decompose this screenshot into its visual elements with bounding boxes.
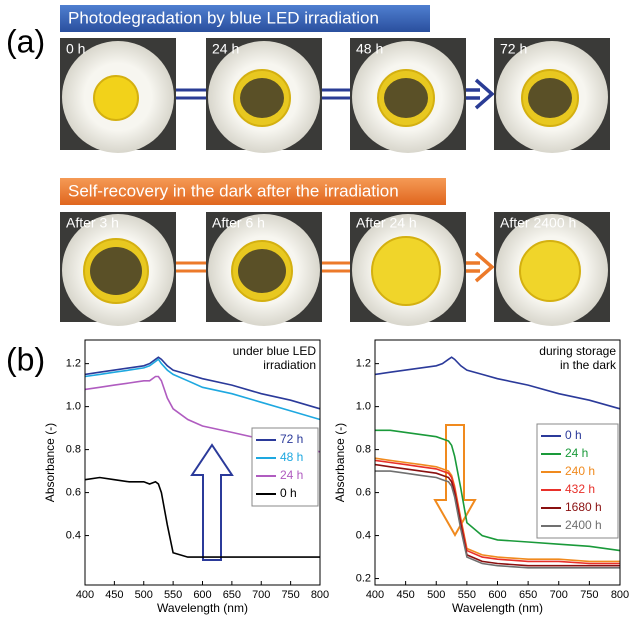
photo-label: 72 h (500, 41, 527, 57)
arrow (466, 253, 492, 281)
legend-label: 0 h (280, 486, 297, 500)
photo-label: 0 h (66, 41, 85, 57)
x-tick-label: 400 (366, 589, 384, 601)
x-tick-label: 450 (396, 589, 414, 601)
x-tick-label: 450 (105, 589, 123, 601)
x-tick-label: 750 (281, 589, 299, 601)
y-tick-label: 1.0 (356, 401, 371, 413)
y-tick-label: 0.6 (66, 486, 81, 498)
photo-label: After 3 h (66, 215, 119, 231)
sample-dark (238, 249, 286, 293)
sample (94, 76, 138, 120)
x-tick-label: 550 (164, 589, 182, 601)
legend-label: 0 h (565, 428, 582, 442)
x-tick-label: 650 (519, 589, 537, 601)
y-tick-label: 1.2 (356, 358, 371, 370)
legend-label: 240 h (565, 464, 595, 478)
x-tick-label: 550 (458, 589, 476, 601)
x-tick-label: 800 (311, 589, 329, 601)
y-tick-label: 0.8 (356, 444, 371, 456)
legend-label: 2400 h (565, 518, 602, 532)
photo-label: 48 h (356, 41, 383, 57)
annotation: in the dark (560, 358, 617, 372)
x-axis-label: Wavelength (nm) (157, 601, 248, 615)
panel-label: (a) (6, 23, 45, 59)
annotation: under blue LED (233, 344, 317, 358)
y-tick-label: 1.0 (66, 401, 81, 413)
figure: (a) (b) Photodegradation by blue LED irr… (0, 0, 630, 620)
sample (372, 237, 440, 305)
x-tick-label: 600 (488, 589, 506, 601)
legend-label: 24 h (565, 446, 588, 460)
y-tick-label: 0.2 (356, 572, 371, 584)
sample (520, 241, 580, 301)
x-tick-label: 800 (611, 589, 629, 601)
x-tick-label: 750 (580, 589, 598, 601)
banner-title: Photodegradation by blue LED irradiation (68, 8, 379, 27)
annotation: during storage (539, 344, 616, 358)
photo-label: After 2400 h (500, 215, 576, 231)
y-tick-label: 0.6 (356, 486, 371, 498)
sample-dark (240, 78, 284, 118)
y-axis-label: Absorbance (-) (333, 423, 347, 502)
legend-label: 48 h (280, 450, 303, 464)
x-tick-label: 700 (550, 589, 568, 601)
x-tick-label: 600 (193, 589, 211, 601)
photo-label: After 24 h (356, 215, 417, 231)
x-tick-label: 700 (252, 589, 270, 601)
legend-label: 432 h (565, 482, 595, 496)
y-tick-label: 0.4 (66, 529, 81, 541)
legend-label: 24 h (280, 468, 303, 482)
x-tick-label: 500 (135, 589, 153, 601)
sample-dark (90, 247, 142, 295)
y-tick-label: 0.8 (66, 444, 81, 456)
x-axis-label: Wavelength (nm) (452, 601, 543, 615)
sample-dark (528, 78, 572, 118)
panel-label: (b) (6, 341, 45, 377)
arrow (466, 80, 492, 108)
x-tick-label: 650 (223, 589, 241, 601)
y-axis-label: Absorbance (-) (43, 423, 57, 502)
sample-dark (384, 78, 428, 118)
legend-label: 72 h (280, 432, 303, 446)
photo-label: After 6 h (212, 215, 265, 231)
annotation: irradiation (263, 358, 316, 372)
y-tick-label: 1.2 (66, 358, 81, 370)
photo-label: 24 h (212, 41, 239, 57)
x-tick-label: 400 (76, 589, 94, 601)
banner-title: Self-recovery in the dark after the irra… (68, 181, 399, 200)
legend-label: 1680 h (565, 500, 602, 514)
up-arrow (192, 445, 232, 560)
x-tick-label: 500 (427, 589, 445, 601)
y-tick-label: 0.4 (356, 529, 371, 541)
